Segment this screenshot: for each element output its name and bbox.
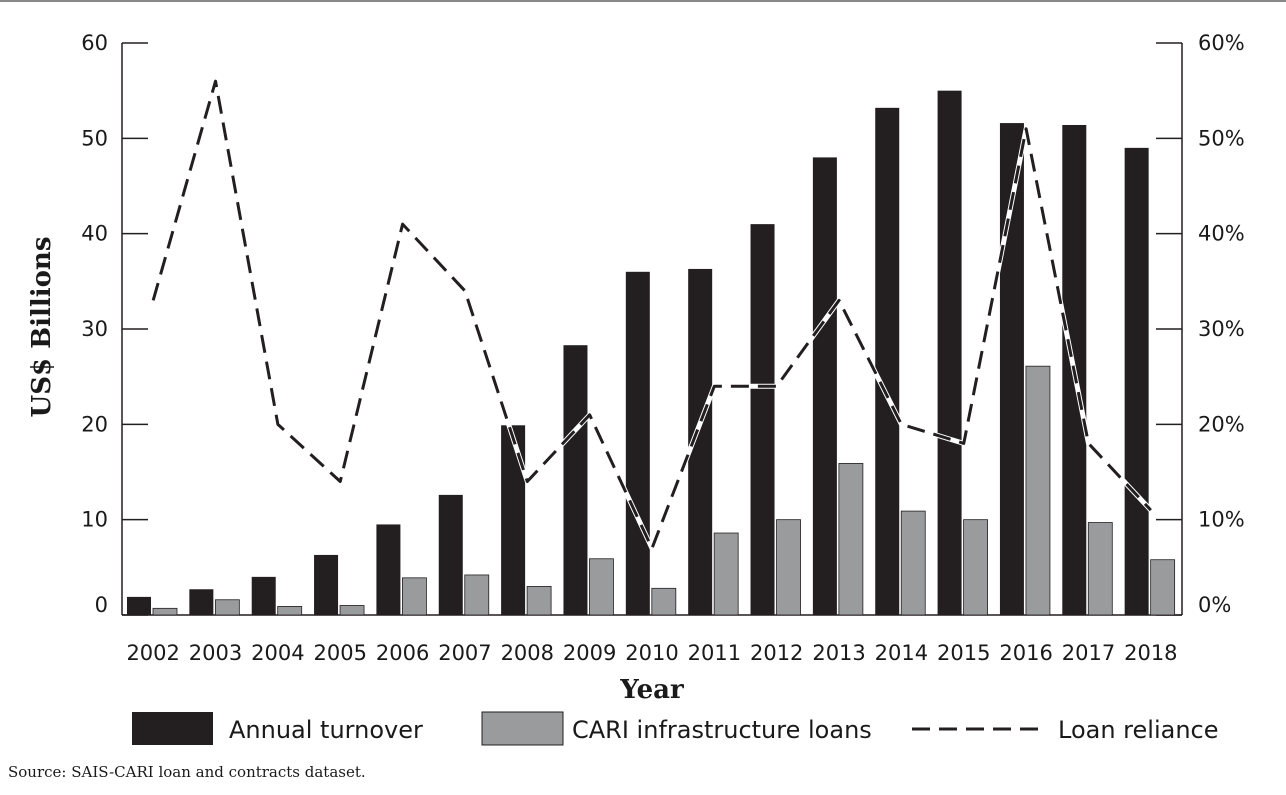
bars — [127, 90, 1176, 616]
bar-cari-infrastructure-loans — [339, 605, 365, 616]
bar-annual-turnover — [501, 425, 526, 615]
x-tick-label: 2016 — [999, 641, 1052, 665]
y2-tick-label-right: 60% — [1198, 31, 1245, 55]
bar-annual-turnover — [251, 576, 276, 615]
bar-cari-infrastructure-loans — [713, 532, 739, 616]
x-tick-label: 2017 — [1062, 641, 1115, 665]
bar-cari-infrastructure-loans — [838, 463, 864, 616]
bar-annual-turnover — [875, 107, 900, 616]
y-tick-label-left: 10 — [81, 508, 108, 532]
tick-labels: 0 0% 10 10% 20 20% 30 30% 40 40% 50 50% 60 60% 2002 200… — [81, 31, 1244, 665]
x-tick-label: 2010 — [625, 641, 678, 665]
x-tick-label: 2011 — [688, 641, 741, 665]
y2-tick-label-right: 10% — [1198, 508, 1245, 532]
bar-annual-turnover — [314, 554, 339, 615]
x-axis-title: Year — [619, 675, 684, 705]
y2-tick-label-right: 30% — [1198, 317, 1245, 341]
bar-annual-turnover — [1124, 147, 1149, 615]
legend-label-cari-loans: CARI infrastructure loans — [572, 716, 872, 744]
y-tick-label-left: 30 — [81, 317, 108, 341]
bar-cari-infrastructure-loans — [402, 577, 427, 616]
x-tick-label: 2012 — [750, 641, 803, 665]
x-tick-label: 2008 — [501, 641, 554, 665]
y2-tick-label-right: 40% — [1198, 222, 1245, 246]
y2-tick-label-right: 50% — [1198, 126, 1245, 150]
bar-annual-turnover — [625, 271, 650, 615]
legend-label-loan-reliance: Loan reliance — [1058, 716, 1219, 744]
y-tick-label-left: 50 — [81, 126, 108, 150]
bar-cari-infrastructure-loans — [526, 586, 552, 616]
bar-cari-infrastructure-loans — [900, 510, 926, 616]
x-tick-label: 2018 — [1124, 641, 1177, 665]
x-tick-label: 2003 — [189, 641, 242, 665]
y2-tick-label-right: 0% — [1198, 593, 1231, 617]
bar-cari-infrastructure-loans — [1150, 559, 1176, 616]
bar-annual-turnover — [563, 345, 588, 615]
line-series — [150, 78, 1153, 551]
legend-swatch-cari-loans — [481, 711, 564, 746]
legend-label-annual-turnover: Annual turnover — [229, 716, 423, 744]
bar-annual-turnover — [812, 157, 837, 615]
bar-cari-infrastructure-loans — [214, 599, 240, 616]
y-tick-label-left: 0 — [95, 593, 108, 617]
x-tick-label: 2005 — [314, 641, 367, 665]
bar-cari-infrastructure-loans — [589, 558, 614, 616]
bar-annual-turnover — [750, 224, 775, 615]
line-loan-reliance — [151, 79, 1152, 550]
y-tick-label-left: 40 — [81, 222, 108, 246]
x-tick-label: 2014 — [875, 641, 928, 665]
x-tick-label: 2007 — [438, 641, 491, 665]
top-rule — [0, 0, 1286, 2]
y2-tick-label-right: 20% — [1198, 412, 1245, 436]
y-tick-label-left: 60 — [81, 31, 108, 55]
bar-annual-turnover — [438, 494, 463, 615]
legend-swatch-annual-turnover — [132, 712, 213, 745]
x-tick-label: 2009 — [563, 641, 616, 665]
x-tick-label: 2015 — [937, 641, 990, 665]
y-tick-label-left: 20 — [81, 412, 108, 436]
bar-cari-infrastructure-loans — [1087, 522, 1113, 616]
bar-cari-infrastructure-loans — [651, 587, 677, 616]
bar-cari-infrastructure-loans — [464, 574, 490, 616]
x-tick-label: 2006 — [376, 641, 429, 665]
bar-cari-infrastructure-loans — [963, 519, 988, 616]
bar-cari-infrastructure-loans — [277, 606, 303, 616]
x-tick-label: 2002 — [126, 641, 179, 665]
bar-annual-turnover — [376, 524, 401, 615]
y-axis-title: US$ Billions — [27, 237, 57, 418]
bar-annual-turnover — [937, 90, 962, 615]
bar-cari-infrastructure-loans — [152, 607, 178, 616]
source-note: Source: SAIS-CARI loan and contracts dat… — [8, 763, 366, 781]
x-tick-label: 2013 — [812, 641, 865, 665]
bar-cari-infrastructure-loans — [776, 519, 801, 616]
bar-annual-turnover — [127, 596, 151, 615]
legend: Annual turnover CARI infrastructure loan… — [132, 711, 1219, 746]
bar-cari-infrastructure-loans — [1025, 365, 1051, 616]
bar-annual-turnover — [189, 589, 214, 615]
chart-svg: 0 0% 10 10% 20 20% 30 30% 40 40% 50 50% 60 60% 2002 200… — [27, 31, 1245, 746]
x-tick-label: 2004 — [251, 641, 304, 665]
